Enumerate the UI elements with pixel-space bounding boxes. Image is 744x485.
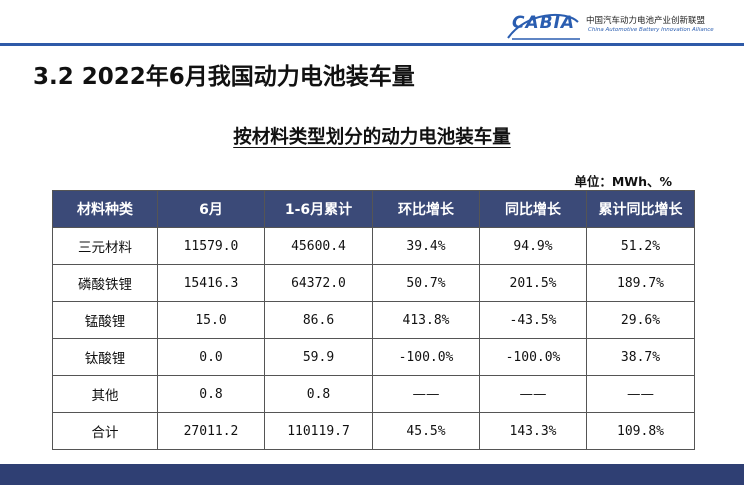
material-cell: 其他 <box>52 375 158 413</box>
table-row: 钛酸锂 0.0 59.9 -100.0% -100.0% 38.7% <box>52 338 695 376</box>
header-cell: 累计同比增长 <box>586 190 695 228</box>
org-name-cn: 中国汽车动力电池产业创新联盟 <box>586 16 706 26</box>
table-cell: —— <box>372 375 480 413</box>
table-cell: 143.3% <box>479 412 587 450</box>
table-cell: 29.6% <box>586 301 695 339</box>
table-cell: 27011.2 <box>157 412 265 450</box>
table-cell: 15.0 <box>157 301 265 339</box>
unit-label: 单位：MWh、% <box>574 174 672 189</box>
table-cell: 50.7% <box>372 264 480 302</box>
table-cell: 0.8 <box>264 375 373 413</box>
table-cell: 189.7% <box>586 264 695 302</box>
table-cell: 0.0 <box>157 338 265 376</box>
table-row: 磷酸铁锂 15416.3 64372.0 50.7% 201.5% 189.7% <box>52 264 695 302</box>
table-cell: 94.9% <box>479 227 587 265</box>
logo-swoosh-icon <box>507 13 580 40</box>
header-cell: 6月 <box>157 190 265 228</box>
table-cell: 64372.0 <box>264 264 373 302</box>
table-cell: 109.8% <box>586 412 695 450</box>
table-cell: —— <box>479 375 587 413</box>
logo-text: CABIA <box>512 13 576 33</box>
table-row: 三元材料 11579.0 45600.4 39.4% 94.9% 51.2% <box>52 227 695 265</box>
table-row: 其他 0.8 0.8 —— —— —— <box>52 375 695 413</box>
table-header-row: 材料种类 6月 1-6月累计 环比增长 同比增长 累计同比增长 <box>52 190 695 228</box>
header-cell: 同比增长 <box>479 190 587 228</box>
table-cell: 59.9 <box>264 338 373 376</box>
table-cell: -100.0% <box>479 338 587 376</box>
table-title: 按材料类型划分的动力电池装车量 <box>0 123 744 149</box>
material-cell: 钛酸锂 <box>52 338 158 376</box>
table-cell: —— <box>586 375 695 413</box>
header-cell: 环比增长 <box>372 190 480 228</box>
table-cell: 45600.4 <box>264 227 373 265</box>
material-cell: 合计 <box>52 412 158 450</box>
table-cell: 86.6 <box>264 301 373 339</box>
material-cell: 锰酸锂 <box>52 301 158 339</box>
battery-table: 材料种类 6月 1-6月累计 环比增长 同比增长 累计同比增长 三元材料 115… <box>52 190 695 450</box>
table-cell: 39.4% <box>372 227 480 265</box>
org-name-en: China Automotive Battery Innovation Alli… <box>588 27 714 33</box>
table-cell: -100.0% <box>372 338 480 376</box>
table-cell: 0.8 <box>157 375 265 413</box>
table-title-text: 按材料类型划分的动力电池装车量 <box>233 127 511 148</box>
material-cell: 磷酸铁锂 <box>52 264 158 302</box>
material-cell: 三元材料 <box>52 227 158 265</box>
table-cell: 51.2% <box>586 227 695 265</box>
table-row: 锰酸锂 15.0 86.6 413.8% -43.5% 29.6% <box>52 301 695 339</box>
table-row-total: 合计 27011.2 110119.7 45.5% 143.3% 109.8% <box>52 412 695 450</box>
footer-bar <box>0 464 744 485</box>
slide-title: 3.2 2022年6月我国动力电池装车量 <box>33 64 415 90</box>
table-cell: 413.8% <box>372 301 480 339</box>
table-cell: 38.7% <box>586 338 695 376</box>
table-cell: 11579.0 <box>157 227 265 265</box>
table-cell: 45.5% <box>372 412 480 450</box>
header-divider <box>0 43 744 46</box>
table-cell: 110119.7 <box>264 412 373 450</box>
header-cell: 材料种类 <box>52 190 158 228</box>
header-cell: 1-6月累计 <box>264 190 373 228</box>
table-cell: 201.5% <box>479 264 587 302</box>
table-cell: 15416.3 <box>157 264 265 302</box>
table-cell: -43.5% <box>479 301 587 339</box>
